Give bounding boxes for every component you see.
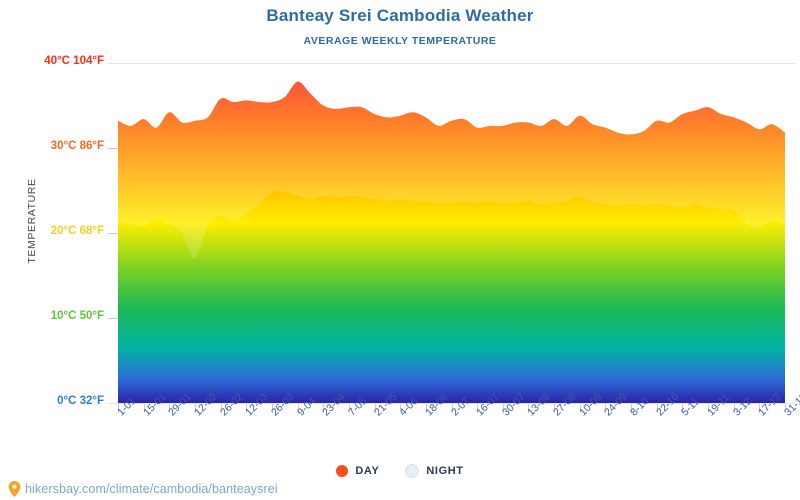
gridline	[108, 148, 118, 149]
filled-circle-icon	[336, 465, 349, 477]
x-axis-tick	[246, 404, 248, 413]
chart-svg	[118, 81, 785, 403]
gridline	[108, 318, 118, 319]
x-axis-tick	[323, 404, 325, 413]
x-axis-tick	[451, 404, 453, 413]
x-axis-tick	[785, 404, 786, 413]
legend-label: NIGHT	[426, 465, 464, 477]
gridline	[108, 233, 118, 234]
x-axis-ticks	[0, 404, 800, 418]
pale-circle-icon	[405, 464, 420, 478]
legend-label: DAY	[355, 465, 380, 477]
x-axis-tick	[708, 404, 710, 413]
gridline	[108, 63, 795, 64]
x-axis-tick	[425, 404, 427, 413]
x-axis-tick	[194, 404, 196, 413]
chart-legend: DAY NIGHT	[0, 461, 800, 481]
x-axis-tick	[682, 404, 684, 413]
x-axis-tick	[759, 404, 761, 413]
temperature-area-chart	[118, 63, 785, 403]
day-temperature-area	[118, 81, 785, 403]
y-axis-label: 30°C 86°F	[50, 140, 104, 152]
x-axis-tick	[605, 404, 607, 413]
map-pin-icon	[8, 481, 21, 497]
x-axis-tick	[631, 404, 633, 413]
legend-item[interactable]: DAY	[336, 465, 379, 477]
y-axis-labels: 40°C 104°F 30°C 86°F 20°C 68°F 10°C 50°F 0°C…	[0, 0, 104, 500]
x-axis-tick	[579, 404, 581, 413]
x-axis-tick	[271, 404, 273, 413]
x-axis-tick	[169, 404, 171, 413]
y-axis-label: 0°C 32°F	[57, 395, 104, 407]
y-axis-label: 20°C 68°F	[50, 225, 104, 237]
x-axis-tick	[528, 404, 530, 413]
x-axis-tick	[297, 404, 299, 413]
legend-item[interactable]: NIGHT	[405, 464, 463, 478]
chart-gridlines	[108, 63, 795, 404]
x-axis-tick	[656, 404, 658, 413]
y-axis-label: 10°C 50°F	[50, 310, 104, 322]
page-subtitle: AVERAGE WEEKLY TEMPERATURE	[303, 35, 497, 47]
source-url[interactable]: hikersbay.com/climate/cambodia/banteaysr…	[25, 482, 278, 496]
x-axis-tick	[374, 404, 376, 413]
x-axis-tick	[348, 404, 350, 413]
source-footer[interactable]: hikersbay.com/climate/cambodia/banteaysr…	[8, 481, 278, 497]
x-axis-tick	[143, 404, 145, 413]
gridline	[108, 403, 795, 404]
x-axis-tick	[733, 404, 735, 413]
x-axis-tick	[554, 404, 556, 413]
page-title: Banteay Srei Cambodia Weather	[266, 6, 534, 25]
x-axis-tick	[477, 404, 479, 413]
x-axis-tick	[118, 404, 119, 413]
y-axis-label: 40°C 104°F	[44, 55, 104, 67]
x-axis-labels: 1-01 15-01 29-01 12-02 26-02 12-03 26-03 9-04 23…	[0, 391, 800, 458]
x-axis-tick	[400, 404, 402, 413]
x-axis-tick	[220, 404, 222, 413]
x-axis-tick	[502, 404, 504, 413]
